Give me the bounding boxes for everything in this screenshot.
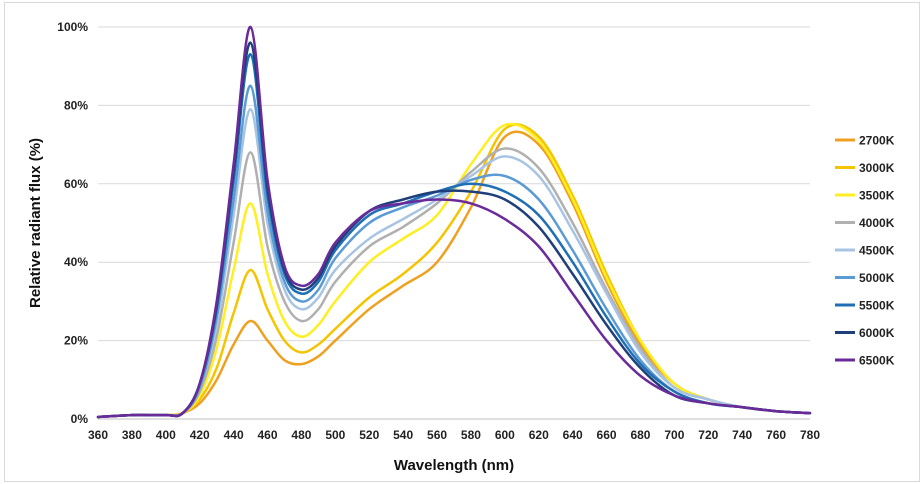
y-tick-label: 60% [64, 177, 88, 191]
x-tick-label: 520 [359, 428, 379, 442]
series-line-6500k [96, 25, 812, 419]
y-tick-label: 80% [64, 98, 88, 112]
x-tick-label: 460 [258, 428, 278, 442]
legend-label: 3500K [859, 189, 895, 203]
x-tick-label: 600 [495, 428, 515, 442]
y-tick-label: 40% [64, 255, 88, 269]
x-tick-label: 760 [766, 428, 786, 442]
x-tick-label: 360 [88, 428, 108, 442]
x-tick-label: 440 [224, 428, 244, 442]
x-tick-label: 500 [325, 428, 345, 442]
legend-label: 5000K [859, 271, 895, 285]
x-tick-labels: 360 380 400 420 440 460 480 500 520 540 560 580 600 6… [88, 428, 820, 442]
y-axis-title: Relative radiant flux (%) [27, 138, 44, 308]
legend-label: 2700K [859, 134, 895, 148]
chart-frame [4, 2, 920, 482]
legend-label: 6000K [859, 326, 895, 340]
legend-label: 4500K [859, 244, 895, 258]
y-tick-label: 20% [64, 334, 88, 348]
y-tick-label: 0% [71, 412, 89, 426]
x-tick-label: 720 [698, 428, 718, 442]
y-tick-labels: 0% 20% 40% 60% 80% 100% [57, 20, 88, 426]
x-tick-label: 660 [597, 428, 617, 442]
x-tick-label: 400 [156, 428, 176, 442]
x-tick-label: 780 [800, 428, 820, 442]
x-tick-label: 580 [461, 428, 481, 442]
x-tick-label: 380 [122, 428, 142, 442]
x-tick-label: 680 [630, 428, 650, 442]
x-tick-label: 420 [190, 428, 210, 442]
y-tick-label: 100% [57, 20, 88, 34]
x-tick-label: 700 [664, 428, 684, 442]
x-tick-label: 540 [393, 428, 413, 442]
legend-label: 6500K [859, 354, 895, 368]
x-tick-label: 480 [291, 428, 311, 442]
legend-label: 4000K [859, 216, 895, 230]
x-tick-label: 740 [732, 428, 752, 442]
legend: 2700K 3000K 3500K 4000K 4500K 5000K 5500K 6000K… [835, 134, 895, 368]
x-tick-label: 620 [529, 428, 549, 442]
legend-label: 3000K [859, 161, 895, 175]
series-line-4000k [96, 147, 812, 419]
x-axis-title: Wavelength (nm) [394, 457, 514, 474]
series-line-3500k [96, 122, 812, 419]
series-lines [96, 25, 812, 419]
x-tick-label: 560 [427, 428, 447, 442]
x-tick-label: 640 [563, 428, 583, 442]
legend-label: 5500K [859, 299, 895, 313]
